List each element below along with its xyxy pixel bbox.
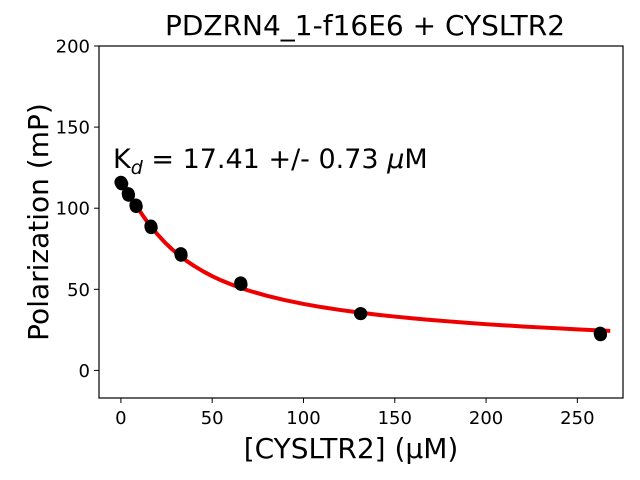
y-tick-label: 200 [56, 37, 90, 58]
fit-curve-line [119, 180, 611, 333]
kd-unit-prefix: μ [386, 144, 404, 175]
data-point [144, 221, 158, 235]
kd-unit: M [404, 144, 427, 175]
x-axis-label: [CYSLTR2] (μM) [244, 432, 459, 465]
axes-frame [98, 45, 624, 399]
x-tick-label: 250 [560, 408, 594, 429]
x-tick-label: 150 [378, 408, 412, 429]
kd-subscript: d [131, 157, 144, 179]
chart-title: PDZRN4_1-f16E6 + CYSLTR2 [165, 9, 565, 42]
x-tick-label: 100 [286, 408, 320, 429]
x-axis-ticks: 0 50 100 150 200 250 [115, 398, 595, 429]
fit-curve-layer [119, 180, 611, 333]
y-tick-label: 50 [67, 280, 90, 301]
y-tick-label: 100 [56, 199, 90, 220]
x-tick-label: 50 [201, 408, 224, 429]
kd-prefix: K [113, 144, 132, 175]
x-tick-label: 0 [115, 408, 126, 429]
data-point [354, 307, 368, 321]
data-point [115, 177, 129, 191]
y-axis-label: Polarization (mP) [22, 103, 55, 341]
kd-value-text: = 17.41 +/- 0.73 [143, 144, 387, 175]
x-tick-label: 200 [469, 408, 503, 429]
data-point [122, 188, 136, 202]
data-point [234, 277, 248, 291]
data-point [174, 248, 188, 262]
plot-area: 0 50 100 150 200 250 0 50 100 150 200 [56, 37, 624, 429]
data-points-layer [114, 175, 608, 342]
y-tick-label: 150 [56, 118, 90, 139]
data-point [594, 328, 608, 342]
y-tick-label: 0 [79, 361, 90, 382]
kd-annotation: Kd = 17.41 +/- 0.73 μM [113, 144, 428, 179]
data-point [129, 200, 143, 214]
y-axis-ticks: 0 50 100 150 200 [56, 37, 99, 382]
